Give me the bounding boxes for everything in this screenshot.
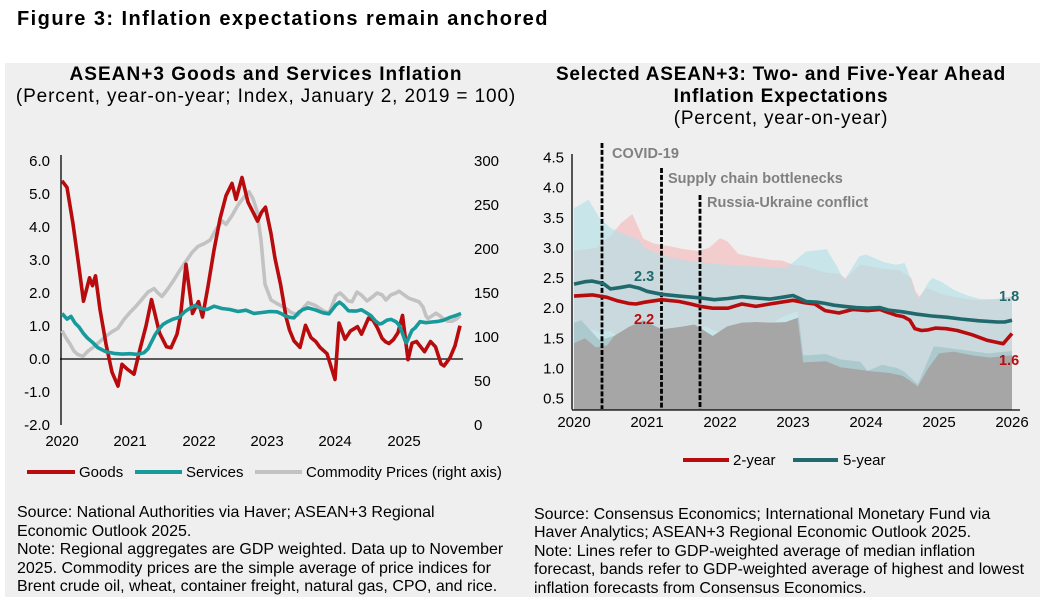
svg-text:2025: 2025 [922,414,955,431]
svg-text:Services: Services [186,464,244,481]
svg-text:Commodity Prices (right axis): Commodity Prices (right axis) [306,464,502,481]
svg-text:2023: 2023 [776,414,809,431]
svg-text:2024: 2024 [849,414,882,431]
svg-text:3.0: 3.0 [543,240,564,257]
svg-text:2.2: 2.2 [634,312,654,328]
svg-text:2020: 2020 [557,414,590,431]
svg-text:6.0: 6.0 [29,153,50,170]
svg-text:2021: 2021 [630,414,663,431]
svg-text:-1.0: -1.0 [24,384,50,401]
svg-text:2.0: 2.0 [29,285,50,302]
svg-text:2021: 2021 [113,433,146,450]
svg-text:0: 0 [474,417,482,434]
svg-text:1.5: 1.5 [543,330,564,347]
svg-text:2.5: 2.5 [543,270,564,287]
svg-text:200: 200 [474,241,499,258]
svg-text:2025: 2025 [387,433,420,450]
svg-text:2022: 2022 [182,433,215,450]
svg-text:COVID-19: COVID-19 [612,146,679,162]
svg-text:150: 150 [474,285,499,302]
svg-text:2.3: 2.3 [634,269,654,285]
svg-text:2022: 2022 [703,414,736,431]
svg-text:-2.0: -2.0 [24,417,50,434]
svg-text:4.5: 4.5 [543,150,564,167]
svg-text:1.0: 1.0 [543,361,564,378]
svg-text:3.5: 3.5 [543,210,564,227]
svg-text:Russia-Ukraine conflict: Russia-Ukraine conflict [707,195,868,211]
svg-text:100: 100 [474,329,499,346]
svg-text:2020: 2020 [45,433,78,450]
svg-text:50: 50 [474,373,491,390]
svg-text:Supply chain bottlenecks: Supply chain bottlenecks [668,171,843,187]
svg-text:3.0: 3.0 [29,252,50,269]
svg-text:2.0: 2.0 [543,300,564,317]
svg-text:0.5: 0.5 [543,391,564,408]
svg-text:2023: 2023 [250,433,283,450]
svg-text:1.6: 1.6 [999,353,1019,369]
svg-text:4.0: 4.0 [543,180,564,197]
svg-text:2026: 2026 [995,414,1028,431]
svg-text:1.0: 1.0 [29,318,50,335]
svg-text:4.0: 4.0 [29,219,50,236]
svg-text:0.0: 0.0 [29,351,50,368]
svg-text:250: 250 [474,197,499,214]
svg-text:2024: 2024 [318,433,351,450]
svg-text:2-year: 2-year [733,452,776,469]
svg-text:5-year: 5-year [843,452,886,469]
svg-text:300: 300 [474,153,499,170]
svg-text:1.8: 1.8 [999,289,1019,305]
svg-text:5.0: 5.0 [29,186,50,203]
svg-text:Goods: Goods [79,464,123,481]
